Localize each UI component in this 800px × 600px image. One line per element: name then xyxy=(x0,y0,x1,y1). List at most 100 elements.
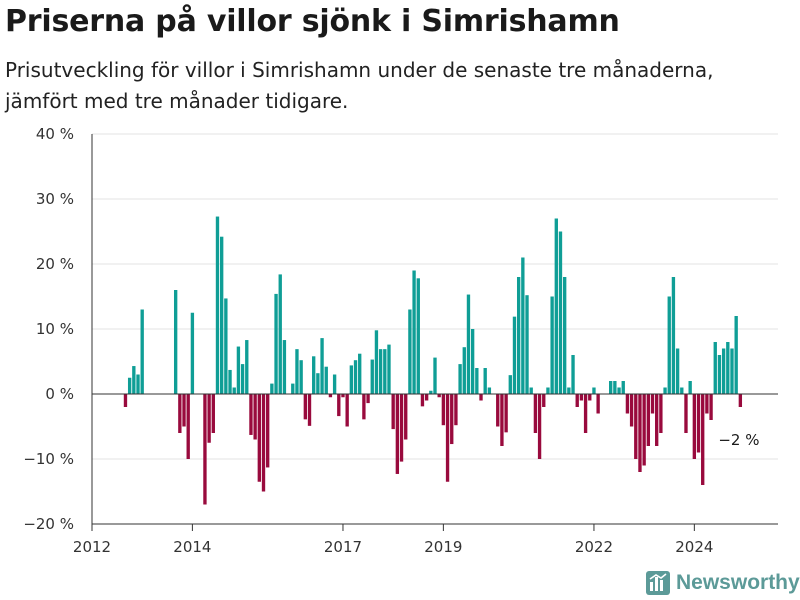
y-tick-label: 10 % xyxy=(36,320,74,338)
bar xyxy=(537,394,542,459)
bar xyxy=(332,374,337,394)
bar xyxy=(705,394,709,414)
bar xyxy=(395,394,400,474)
bar xyxy=(512,316,517,394)
bar xyxy=(571,355,575,394)
bar xyxy=(533,394,538,433)
bar xyxy=(433,357,437,394)
bar xyxy=(429,390,433,394)
x-tick-label: 2024 xyxy=(675,538,713,556)
y-tick-label: 30 % xyxy=(36,190,74,208)
bar xyxy=(646,394,651,446)
bar xyxy=(575,394,579,407)
bar xyxy=(249,394,253,435)
bar xyxy=(270,383,274,394)
bar xyxy=(454,394,458,426)
bar xyxy=(709,394,713,420)
bar xyxy=(173,290,178,394)
bar xyxy=(337,394,341,417)
bar xyxy=(625,394,630,414)
bar xyxy=(684,394,688,433)
bar xyxy=(504,394,508,433)
y-tick-label: 0 % xyxy=(45,385,74,403)
bar xyxy=(424,394,429,401)
x-tick-label: 2017 xyxy=(324,538,362,556)
bar xyxy=(127,377,132,394)
bar xyxy=(370,359,374,394)
bar xyxy=(378,349,383,394)
bar xyxy=(738,394,743,407)
bar xyxy=(462,347,466,394)
bar xyxy=(312,356,316,394)
bar xyxy=(650,394,655,414)
bar xyxy=(316,373,320,394)
bar xyxy=(190,312,195,394)
bar xyxy=(224,298,228,394)
bar xyxy=(516,277,521,394)
y-axis-tick-labels: 40 % 30 % 20 % 10 % 0 % −10 % −20 % xyxy=(23,125,74,533)
x-tick-label: 2012 xyxy=(73,538,111,556)
bar xyxy=(483,368,487,394)
bar xyxy=(642,394,646,466)
bar xyxy=(420,394,425,407)
bar xyxy=(178,394,182,433)
bar xyxy=(487,387,492,394)
y-tick-label: 20 % xyxy=(36,255,74,273)
x-tick-label: 2014 xyxy=(173,538,211,556)
bar xyxy=(479,394,483,401)
bar xyxy=(182,394,186,427)
bar xyxy=(583,394,588,433)
bar xyxy=(542,394,546,407)
x-tick-label: 2019 xyxy=(424,538,462,556)
bar xyxy=(399,394,404,462)
bar xyxy=(450,394,454,445)
bar xyxy=(341,394,345,398)
bar xyxy=(261,394,266,492)
bar xyxy=(579,394,584,401)
bar xyxy=(554,218,558,394)
bar xyxy=(671,277,676,394)
bar xyxy=(228,369,232,394)
bar xyxy=(387,344,391,394)
y-tick-label: −20 % xyxy=(23,515,74,533)
bar xyxy=(521,257,525,394)
bar xyxy=(328,394,333,398)
bar xyxy=(659,394,663,433)
bar xyxy=(374,330,379,394)
bar xyxy=(696,394,701,453)
chart-title: Priserna på villor sjönk i Simrishamn xyxy=(5,4,620,39)
bar xyxy=(266,394,270,468)
bar xyxy=(412,270,416,394)
bar xyxy=(558,231,563,394)
latest-value-annotation: −2 % xyxy=(718,431,759,449)
bar xyxy=(441,394,446,426)
bar xyxy=(500,394,504,446)
bar xyxy=(496,394,500,427)
bar xyxy=(546,387,550,394)
newsworthy-logo: Newsworthy xyxy=(646,568,800,598)
bar xyxy=(588,394,592,401)
bar xyxy=(282,340,287,394)
bar xyxy=(274,293,278,394)
bar xyxy=(383,349,387,394)
bar xyxy=(629,394,634,427)
bar xyxy=(358,353,362,394)
bar-chart-logo-icon xyxy=(646,571,670,595)
bar xyxy=(207,394,211,443)
bar xyxy=(470,329,475,394)
bar xyxy=(717,355,722,394)
bar xyxy=(232,387,236,394)
bar xyxy=(592,387,596,394)
bar xyxy=(303,394,308,420)
bar xyxy=(655,394,659,446)
bar xyxy=(713,342,717,394)
bars xyxy=(123,216,743,505)
bar xyxy=(320,338,324,394)
bar xyxy=(416,278,420,394)
bar xyxy=(391,394,395,430)
bar xyxy=(203,394,207,505)
bar xyxy=(366,394,370,404)
bar xyxy=(349,365,354,394)
bar xyxy=(278,274,282,394)
bar xyxy=(211,394,215,433)
